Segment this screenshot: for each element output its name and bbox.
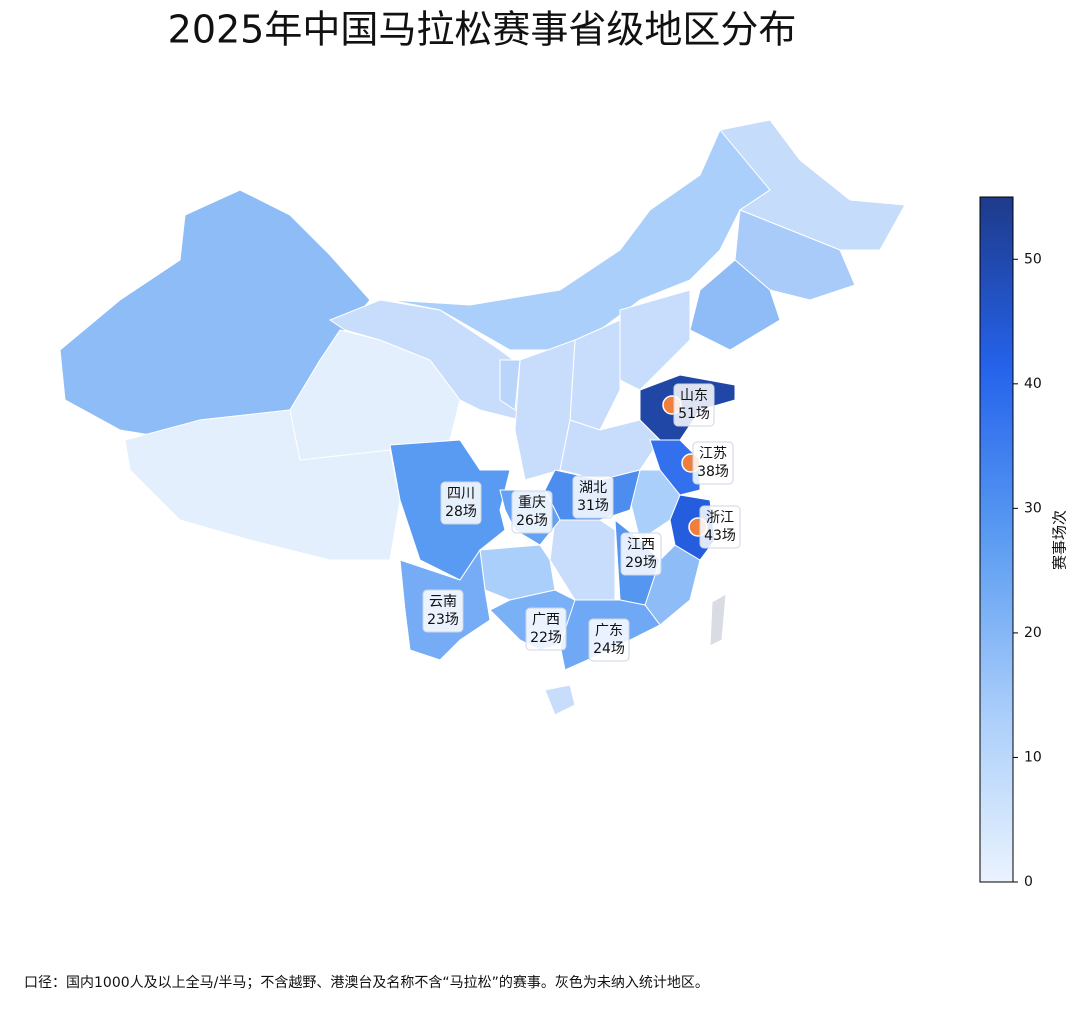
region-name: 山东 [680,388,708,404]
footnote: 口径：国内1000人及以上全马/半马；不含越野、港澳台及名称不含“马拉松”的赛事… [24,974,709,991]
value-label: 24场 [593,641,625,657]
region-name: 云南 [429,594,457,610]
label-box [525,607,567,651]
value-label: 31场 [577,498,609,514]
tick-label: 0 [1024,874,1033,890]
value-label: 23场 [427,612,459,628]
tick-label: 30 [1024,500,1042,516]
region [549,519,616,601]
region [479,544,556,601]
region-name: 广西 [532,612,560,628]
tick-label: 40 [1024,376,1042,392]
label-box [511,490,553,534]
region [499,359,521,411]
label-box [422,589,464,633]
label-box [620,532,662,576]
tick-label: 50 [1024,251,1042,267]
base-map [59,119,906,716]
value-label: 22场 [530,630,562,646]
colorbar-label: 赛事场次 [1051,510,1069,570]
label-box [692,441,734,485]
region-name: 重庆 [518,495,546,511]
region-name: 江西 [627,537,655,553]
value-label: 51场 [678,406,710,422]
tick-label: 10 [1024,749,1042,765]
label-box [699,505,741,549]
label-box [440,481,482,525]
label-box [572,475,614,519]
region-name: 广东 [595,623,623,639]
chart-title: 2025年中国马拉松赛事省级地区分布 [168,8,797,52]
value-label: 29场 [625,555,657,571]
region [544,684,576,716]
region-name: 浙江 [706,510,734,526]
region-name: 湖北 [579,480,607,496]
region [124,409,401,561]
value-label: 28场 [445,504,477,520]
label-box [588,618,630,662]
region-name: 江苏 [699,446,727,462]
colorbar: 0 10 20 30 40 50 赛事场次 [979,196,1069,890]
value-label: 38场 [697,464,729,480]
label-box [673,383,715,427]
region [559,419,661,481]
region-name: 四川 [447,486,475,502]
region-no-data [709,593,727,647]
value-label: 26场 [516,513,548,529]
tick-label: 20 [1024,625,1042,641]
region [649,439,701,496]
region [719,119,906,251]
value-label: 43场 [704,528,736,544]
colorbar-scale [979,196,1014,883]
